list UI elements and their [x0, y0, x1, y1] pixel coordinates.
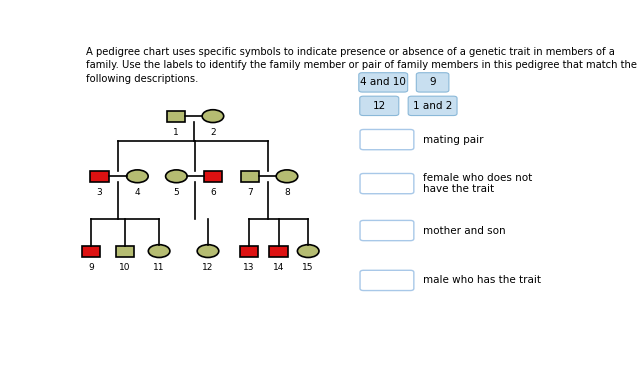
- Text: 5: 5: [173, 188, 179, 197]
- FancyBboxPatch shape: [360, 270, 414, 291]
- Text: 1 and 2: 1 and 2: [413, 101, 452, 111]
- Text: 9: 9: [88, 263, 94, 272]
- Text: 1: 1: [173, 128, 179, 137]
- Text: 4 and 10: 4 and 10: [361, 77, 406, 87]
- Text: mating pair: mating pair: [423, 134, 483, 145]
- FancyBboxPatch shape: [360, 221, 414, 241]
- FancyBboxPatch shape: [116, 245, 134, 257]
- Text: 14: 14: [273, 263, 284, 272]
- FancyBboxPatch shape: [241, 171, 259, 182]
- FancyBboxPatch shape: [82, 245, 101, 257]
- FancyBboxPatch shape: [360, 96, 399, 115]
- Text: 11: 11: [154, 263, 165, 272]
- Text: 6: 6: [210, 188, 216, 197]
- Text: mother and son: mother and son: [423, 226, 505, 235]
- FancyBboxPatch shape: [359, 73, 408, 92]
- Circle shape: [127, 170, 148, 182]
- Circle shape: [148, 245, 170, 258]
- FancyBboxPatch shape: [269, 245, 288, 257]
- Text: 15: 15: [303, 263, 314, 272]
- Text: 8: 8: [284, 188, 290, 197]
- Circle shape: [276, 170, 297, 182]
- Text: 13: 13: [243, 263, 255, 272]
- Text: 3: 3: [96, 188, 103, 197]
- FancyBboxPatch shape: [240, 245, 259, 257]
- Circle shape: [202, 110, 224, 123]
- FancyBboxPatch shape: [360, 130, 414, 150]
- Text: 4: 4: [134, 188, 140, 197]
- Text: 12: 12: [373, 101, 386, 111]
- Circle shape: [166, 170, 187, 182]
- FancyBboxPatch shape: [417, 73, 449, 92]
- Text: 9: 9: [429, 77, 436, 87]
- Text: 10: 10: [119, 263, 131, 272]
- FancyBboxPatch shape: [90, 171, 109, 182]
- FancyBboxPatch shape: [408, 96, 457, 115]
- Text: A pedigree chart uses specific symbols to indicate presence or absence of a gene: A pedigree chart uses specific symbols t…: [85, 47, 636, 83]
- Circle shape: [297, 245, 319, 258]
- FancyBboxPatch shape: [360, 173, 414, 194]
- Text: male who has the trait: male who has the trait: [423, 275, 541, 285]
- Text: 12: 12: [203, 263, 213, 272]
- Text: female who does not
have the trait: female who does not have the trait: [423, 173, 532, 194]
- Text: 2: 2: [210, 128, 216, 137]
- Circle shape: [197, 245, 218, 258]
- FancyBboxPatch shape: [166, 110, 185, 122]
- Text: 7: 7: [247, 188, 253, 197]
- FancyBboxPatch shape: [204, 171, 222, 182]
